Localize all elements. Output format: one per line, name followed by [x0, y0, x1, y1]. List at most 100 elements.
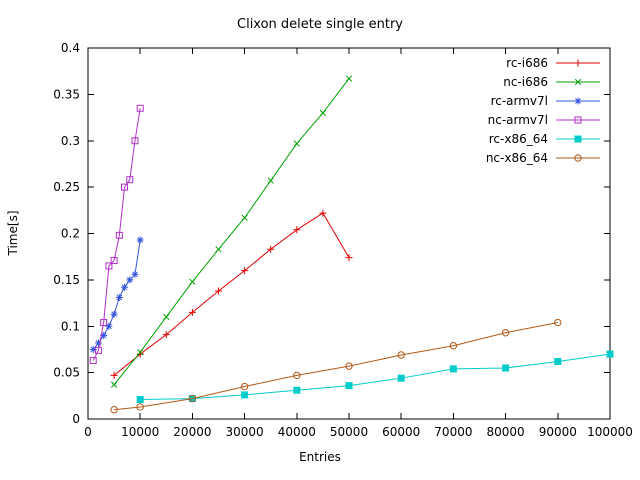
series-line-rc-i686: [113, 212, 350, 376]
cross-marker: [267, 177, 274, 184]
y-tick-label: 0.35: [53, 87, 80, 101]
series-line-nc-i686: [113, 78, 350, 385]
cross-marker: [137, 349, 144, 356]
series-nc-armv7l: [89, 104, 144, 365]
x-tick-label: 40000: [278, 425, 316, 439]
plus-marker: [319, 209, 327, 217]
open-circle-marker: [293, 371, 301, 380]
legend-label-rc-x86_64: rc-x86_64: [489, 132, 548, 146]
y-tick-label: 0.25: [53, 180, 80, 194]
open-square-marker: [131, 137, 139, 145]
x-tick-label: 70000: [434, 425, 472, 439]
open-square-marker: [105, 262, 113, 270]
asterisk-marker: [94, 339, 102, 347]
legend-item-nc-x86_64: nc-x86_64: [486, 151, 600, 165]
filled-square-marker: [293, 386, 301, 394]
asterisk-marker: [574, 97, 582, 105]
legend-item-rc-i686: rc-i686: [506, 56, 600, 70]
y-axis-label: Time[s]: [6, 211, 20, 257]
filled-square-marker: [502, 364, 510, 372]
y-tick-label: 0.3: [61, 134, 80, 148]
y-tick-label: 0.4: [61, 41, 80, 55]
open-square-marker: [94, 346, 102, 354]
filled-square-marker: [397, 374, 405, 382]
legend-item-nc-armv7l: nc-armv7l: [488, 113, 600, 127]
filled-square-marker: [449, 365, 457, 373]
legend-label-rc-armv7l: rc-armv7l: [491, 94, 548, 108]
filled-square-marker: [606, 350, 614, 358]
plus-marker: [293, 226, 301, 234]
asterisk-marker: [136, 236, 144, 244]
filled-square-marker: [136, 396, 144, 404]
asterisk-marker: [100, 332, 108, 340]
asterisk-marker: [121, 283, 129, 291]
cross-marker: [574, 78, 582, 86]
x-tick-label: 50000: [330, 425, 368, 439]
series-line-rc-armv7l: [92, 239, 141, 350]
plus-marker: [110, 371, 118, 379]
y-tick-label: 0: [72, 412, 80, 426]
chart-title: Clixon delete single entry: [237, 17, 403, 32]
open-circle-marker: [501, 329, 510, 337]
asterisk-marker: [105, 322, 113, 330]
asterisk-marker: [131, 270, 139, 278]
x-tick-label: 80000: [487, 425, 525, 439]
filled-square-marker: [574, 135, 582, 143]
x-tick-label: 0: [84, 425, 92, 439]
cross-marker: [110, 381, 118, 388]
open-circle-marker: [554, 318, 562, 327]
legend-item-nc-i686: nc-i686: [503, 75, 600, 89]
open-square-marker: [115, 231, 123, 239]
x-tick-label: 90000: [539, 425, 577, 439]
asterisk-marker: [110, 310, 118, 318]
y-tick-label: 0.2: [61, 227, 80, 241]
series-line-nc-x86_64: [114, 322, 558, 411]
x-tick-label: 30000: [226, 425, 264, 439]
cross-marker: [215, 246, 222, 253]
series-rc-armv7l: [89, 236, 144, 353]
open-square-marker: [126, 176, 134, 184]
y-tick-label: 0.1: [61, 319, 80, 333]
legend-label-nc-x86_64: nc-x86_64: [486, 151, 548, 165]
open-circle-marker: [574, 154, 582, 162]
cross-marker: [163, 313, 170, 321]
x-tick-label: 100000: [587, 425, 633, 439]
y-tick-label: 0.15: [53, 273, 80, 287]
plus-marker: [241, 267, 249, 275]
legend-item-rc-x86_64: rc-x86_64: [489, 132, 600, 146]
legend-label-nc-i686: nc-i686: [503, 75, 548, 89]
asterisk-marker: [126, 276, 134, 284]
cross-marker: [241, 214, 248, 221]
open-circle-marker: [397, 351, 405, 359]
open-circle-marker: [110, 406, 118, 414]
x-tick-label: 60000: [382, 425, 420, 439]
x-tick-label: 10000: [121, 425, 159, 439]
asterisk-marker: [89, 345, 97, 353]
open-square-marker: [574, 116, 582, 124]
open-circle-marker: [240, 382, 249, 391]
x-tick-label: 20000: [173, 425, 211, 439]
cross-marker: [319, 109, 327, 117]
filled-square-marker: [554, 357, 562, 365]
open-square-marker: [121, 183, 129, 191]
cross-marker: [345, 75, 353, 82]
asterisk-marker: [115, 293, 123, 301]
y-tick-label: 0.05: [53, 366, 80, 380]
open-square-marker: [89, 357, 97, 365]
x-axis-label: Entries: [299, 450, 341, 464]
cross-marker: [293, 140, 300, 147]
series-line-rc-x86_64: [140, 353, 611, 401]
legend-item-rc-armv7l: rc-armv7l: [491, 94, 600, 108]
open-circle-marker: [345, 362, 353, 370]
open-square-marker: [136, 104, 144, 112]
filled-square-marker: [345, 382, 353, 390]
cross-marker: [189, 278, 196, 285]
series-rc-i686: [110, 209, 353, 379]
series-nc-i686: [110, 75, 353, 388]
plus-marker: [188, 308, 196, 316]
filled-square-marker: [241, 391, 249, 399]
open-circle-marker: [188, 394, 197, 403]
open-circle-marker: [136, 403, 144, 411]
open-square-marker: [110, 256, 118, 264]
